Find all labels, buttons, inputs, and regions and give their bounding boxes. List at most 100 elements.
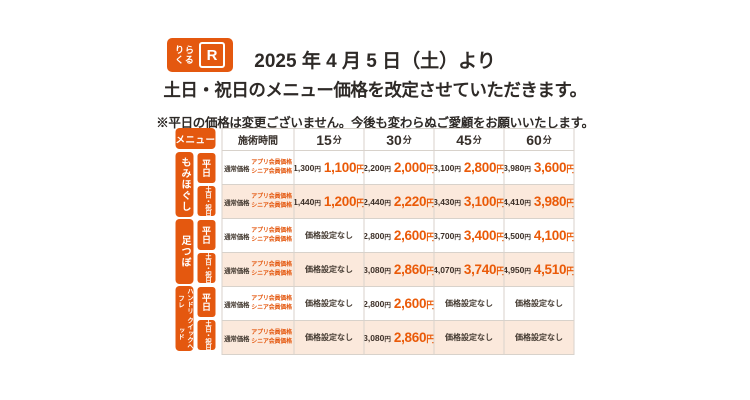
no-price-label: 価格設定なし — [445, 299, 493, 308]
day-labels: 平日 土日・祝日 — [197, 285, 216, 352]
rirakuru-logo-text: りら くる — [175, 45, 195, 66]
price-type-labels: 通常価格 アプリ会員価格 シニア会員価格 — [223, 219, 294, 252]
regular-price-label: 通常価格 — [224, 301, 250, 309]
day-chip-weekday: 平日 — [197, 220, 216, 250]
day-chip-weekend: 土日・祝日 — [197, 186, 216, 216]
regular-price-label: 通常価格 — [224, 233, 250, 241]
member-price: 2,600円 — [393, 296, 434, 311]
duration-45: 45 分 — [433, 129, 504, 150]
effective-date-title: 2025 年 4 月 5 日（土）より — [254, 51, 496, 72]
price-cell: 1,440円 1,200円 — [293, 185, 364, 218]
note-text: ※平日の価格は変更ございません。今後も変わらぬご愛顧をお願いいたします。 — [156, 116, 594, 130]
day-chip-weekend: 土日・祝日 — [197, 253, 216, 283]
menu-label-momihogushi: もみほぐし — [175, 152, 194, 217]
member-price: 3,600円 — [533, 160, 574, 175]
regular-price: 3,100円 — [433, 162, 461, 173]
member-price: 4,510円 — [533, 262, 574, 277]
regular-price: 2,200円 — [363, 162, 391, 173]
member-price: 3,980円 — [533, 194, 574, 209]
menu-label-handrefle-quickhead: ハンドリフレ クイックヘッド — [175, 286, 194, 351]
member-price: 3,400円 — [463, 228, 504, 243]
price-cell: 1,300円 1,100円 — [293, 151, 364, 184]
no-price-label: 価格設定なし — [445, 333, 493, 342]
no-price-label: 価格設定なし — [305, 299, 353, 308]
regular-price: 3,980円 — [503, 162, 531, 173]
member-price-label: アプリ会員価格 シニア会員価格 — [251, 228, 292, 243]
r-mark-icon: R — [199, 42, 225, 68]
duration-30: 30 分 — [363, 129, 434, 150]
duration-60: 60 分 — [503, 129, 574, 150]
member-price: 3,740円 — [463, 262, 504, 277]
day-labels: 平日 土日・祝日 — [197, 218, 216, 285]
main-title: 土日・祝日のメニュー価格を改定させていただきます。 — [163, 80, 587, 100]
price-type-labels: 通常価格 アプリ会員価格 シニア会員価格 — [223, 321, 294, 354]
day-chip-weekend: 土日・祝日 — [197, 320, 216, 350]
regular-price: 4,070円 — [433, 264, 461, 275]
member-price-label: アプリ会員価格 シニア会員価格 — [251, 330, 292, 345]
menu-section-handrefle-quickhead: ハンドリフレ クイックヘッド 平日 土日・祝日 — [175, 285, 216, 352]
regular-price: 4,950円 — [503, 264, 531, 275]
day-chip-weekday: 平日 — [197, 153, 216, 183]
regular-price: 2,440円 — [363, 196, 391, 207]
member-price: 2,800円 — [463, 160, 504, 175]
price-cell-empty: 価格設定なし — [293, 321, 364, 354]
day-chip-weekday: 平日 — [197, 287, 216, 317]
member-price-label: アプリ会員価格 シニア会員価格 — [251, 262, 292, 277]
member-price: 2,220円 — [393, 194, 434, 209]
price-cell-empty: 価格設定なし — [503, 287, 574, 320]
announcement-titles: 2025 年 4 月 5 日（土）より 土日・祝日のメニュー価格を改定させていた… — [0, 46, 750, 131]
day-labels: 平日 土日・祝日 — [197, 151, 216, 218]
member-price: 4,100円 — [533, 228, 574, 243]
row-handrefle-weekend: 通常価格 アプリ会員価格 シニア会員価格 価格設定なし 3,080円 2,860… — [222, 320, 574, 354]
row-ashitsubo-weekend: 通常価格 アプリ会員価格 シニア会員価格 価格設定なし 3,080円 2,860… — [222, 252, 574, 286]
price-cell: 3,080円 2,860円 — [363, 321, 434, 354]
row-handrefle-weekday: 通常価格 アプリ会員価格 シニア会員価格 価格設定なし 2,800円 2,600… — [222, 286, 574, 320]
logo-text-line2: くる — [174, 55, 195, 65]
price-type-labels: 通常価格 アプリ会員価格 シニア会員価格 — [223, 151, 294, 184]
member-price: 2,000円 — [393, 160, 434, 175]
rirakuru-logo: りら くる R — [167, 38, 233, 72]
price-cell-empty: 価格設定なし — [433, 321, 504, 354]
member-price-label: アプリ会員価格 シニア会員価格 — [251, 194, 292, 209]
regular-price: 3,700円 — [433, 230, 461, 241]
price-cell-empty: 価格設定なし — [503, 321, 574, 354]
row-momihogushi-weekend: 通常価格 アプリ会員価格 シニア会員価格 1,440円 1,200円 2,440… — [222, 184, 574, 218]
no-price-label: 価格設定なし — [305, 231, 353, 240]
regular-price: 2,800円 — [363, 298, 391, 309]
price-cell: 3,080円 2,860円 — [363, 253, 434, 286]
price-cell: 2,800円 2,600円 — [363, 287, 434, 320]
regular-price: 4,500円 — [503, 230, 531, 241]
price-cell: 3,100円 2,800円 — [433, 151, 504, 184]
price-type-labels: 通常価格 アプリ会員価格 シニア会員価格 — [223, 287, 294, 320]
regular-price: 2,800円 — [363, 230, 391, 241]
member-price: 2,860円 — [393, 262, 434, 277]
regular-price: 1,300円 — [293, 162, 321, 173]
no-price-label: 価格設定なし — [305, 265, 353, 274]
price-cell: 2,800円 2,600円 — [363, 219, 434, 252]
regular-price-label: 通常価格 — [224, 267, 250, 275]
regular-price: 3,080円 — [363, 332, 391, 343]
price-cell: 2,440円 2,220円 — [363, 185, 434, 218]
price-cell: 4,070円 3,740円 — [433, 253, 504, 286]
member-price: 1,200円 — [323, 194, 364, 209]
menu-section-momihogushi: もみほぐし 平日 土日・祝日 — [175, 151, 216, 218]
menu-section-ashitsubo: 足つぼ 平日 土日・祝日 — [175, 218, 216, 285]
price-cell: 2,200円 2,000円 — [363, 151, 434, 184]
price-cell: 3,700円 3,400円 — [433, 219, 504, 252]
price-cell-empty: 価格設定なし — [293, 219, 364, 252]
member-price: 2,600円 — [393, 228, 434, 243]
no-price-label: 価格設定なし — [515, 333, 563, 342]
member-price: 1,100円 — [323, 160, 364, 175]
price-type-labels: 通常価格 アプリ会員価格 シニア会員価格 — [223, 185, 294, 218]
logo-text-line1: りら — [174, 44, 195, 55]
member-price: 3,100円 — [463, 194, 504, 209]
regular-price-label: 通常価格 — [224, 335, 250, 343]
row-momihogushi-weekday: 通常価格 アプリ会員価格 シニア会員価格 1,300円 1,100円 2,200… — [222, 150, 574, 184]
menu-header-badge: メニュー — [175, 128, 216, 149]
member-price-label: アプリ会員価格 シニア会員価格 — [251, 296, 292, 311]
menu-label-ashitsubo: 足つぼ — [175, 219, 194, 284]
price-type-labels: 通常価格 アプリ会員価格 シニア会員価格 — [223, 253, 294, 286]
duration-15: 15 分 — [293, 129, 364, 150]
price-cell: 4,410円 3,980円 — [503, 185, 574, 218]
